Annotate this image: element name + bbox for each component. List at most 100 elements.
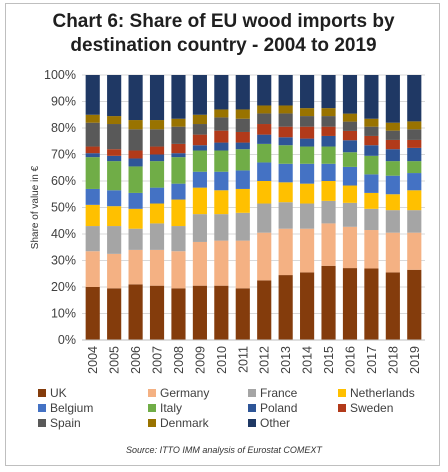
bar-segment-sweden	[278, 126, 293, 138]
bar-segment-spain	[128, 129, 143, 151]
bar-segment-spain	[149, 129, 165, 147]
legend-swatch-france	[248, 389, 256, 397]
x-tick-label: 2018	[386, 346, 400, 374]
bar-segment-sweden	[214, 130, 229, 143]
bar-segment-france	[257, 203, 272, 233]
bar-segment-sweden	[342, 130, 358, 141]
bar-segment-other	[407, 75, 422, 122]
bar-segment-denmark	[278, 105, 293, 114]
bar-segment-poland	[149, 154, 165, 162]
y-tick-label: 70%	[51, 148, 76, 162]
bar-segment-uk	[214, 285, 229, 340]
bar-segment-poland	[171, 153, 186, 158]
bar-segment-belgium	[278, 163, 293, 183]
bar-segment-france	[278, 202, 293, 229]
bar-segment-denmark	[257, 105, 272, 114]
y-tick-label: 20%	[51, 280, 76, 294]
bar-segment-sweden	[300, 126, 315, 139]
y-axis-label: Share of value in €	[30, 165, 41, 249]
bar-segment-italy	[214, 150, 229, 172]
legend-label-france: France	[260, 386, 298, 400]
legend-swatch-belgium	[38, 404, 46, 412]
bar-segment-belgium	[235, 170, 250, 189]
x-tick-label: 2017	[365, 346, 379, 374]
bar-segment-other	[128, 75, 143, 121]
x-tick-label: 2014	[301, 346, 315, 374]
bar-segment-belgium	[192, 171, 207, 188]
bar-segment-germany	[214, 240, 229, 286]
bar-segment-poland	[128, 158, 143, 167]
bar-segment-germany	[278, 228, 293, 276]
bar-segment-netherlands	[107, 206, 122, 227]
bar-segment-spain	[300, 116, 315, 127]
bar-segment-netherlands	[407, 190, 422, 211]
bar-segment-other	[235, 75, 250, 110]
bar-segment-italy	[192, 150, 207, 172]
bar-segment-germany	[128, 249, 143, 285]
bar-segment-uk	[85, 287, 100, 340]
bar-segment-germany	[257, 232, 272, 281]
bar-segment-uk	[107, 288, 122, 340]
bar-segment-france	[407, 210, 422, 233]
bar-segment-netherlands	[192, 187, 207, 215]
bar-segment-belgium	[257, 162, 272, 181]
bar-segment-poland	[321, 135, 336, 147]
bar-segment-italy	[300, 146, 315, 164]
bar-segment-netherlands	[128, 208, 143, 229]
bar-segment-germany	[107, 253, 122, 289]
bar-segment-denmark	[85, 114, 100, 123]
bar-segment-netherlands	[321, 181, 336, 201]
bar-segment-sweden	[364, 135, 379, 146]
bar-segment-belgium	[364, 174, 379, 193]
y-tick-label: 50%	[51, 201, 76, 215]
bar-segment-other	[278, 75, 293, 106]
bar-segment-poland	[364, 145, 379, 156]
bar-segment-denmark	[171, 118, 186, 127]
bar-segment-denmark	[107, 116, 122, 125]
legend-swatch-germany	[148, 389, 156, 397]
bar-segment-italy	[85, 157, 100, 189]
bar-segment-other	[107, 75, 122, 117]
chart-source: Source: ITTO IMM analysis of Eurostat CO…	[126, 445, 322, 455]
legend-swatch-spain	[38, 419, 46, 427]
legend-label-denmark: Denmark	[160, 416, 210, 430]
bar-segment-netherlands	[235, 188, 250, 213]
bar-segment-sweden	[321, 126, 336, 136]
bar-segment-italy	[342, 152, 358, 167]
bar-segment-italy	[128, 166, 143, 193]
bar-segment-other	[321, 75, 336, 109]
x-tick-label: 2010	[215, 346, 229, 374]
bar-segment-belgium	[214, 171, 229, 191]
legend-label-poland: Poland	[260, 401, 297, 415]
bar-segment-uk	[149, 285, 165, 340]
bar-segment-uk	[342, 268, 358, 340]
y-tick-label: 100%	[44, 68, 76, 82]
bar-segment-france	[214, 214, 229, 241]
bar-segment-spain	[107, 124, 122, 150]
bar-segment-poland	[342, 140, 358, 153]
legend-swatch-poland	[248, 404, 256, 412]
bar-segment-netherlands	[342, 185, 358, 203]
x-tick-label: 2015	[322, 346, 336, 374]
legend-label-other: Other	[260, 416, 290, 430]
bar-segment-other	[214, 75, 229, 110]
bar-segment-uk	[278, 275, 293, 340]
bar-segment-sweden	[407, 139, 422, 148]
bar-segment-spain	[235, 118, 250, 132]
bar-segment-germany	[235, 240, 250, 289]
legend-label-netherlands: Netherlands	[350, 386, 415, 400]
legend-label-germany: Germany	[160, 386, 209, 400]
bar-segment-belgium	[107, 190, 122, 207]
bar-segment-netherlands	[278, 182, 293, 203]
x-tick-label: 2004	[86, 346, 100, 374]
bar-segment-spain	[85, 122, 100, 147]
bar-segment-poland	[385, 149, 400, 162]
bar-segment-spain	[407, 129, 422, 140]
bar-segment-belgium	[300, 163, 315, 184]
bar-segment-denmark	[300, 108, 315, 117]
bar-segment-poland	[257, 134, 272, 144]
bar-segment-netherlands	[300, 183, 315, 204]
bar-segment-uk	[385, 272, 400, 340]
bar-segment-germany	[321, 223, 336, 266]
